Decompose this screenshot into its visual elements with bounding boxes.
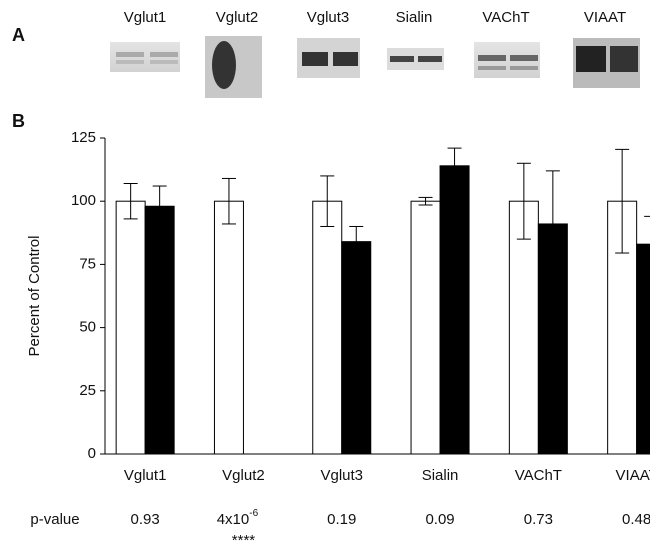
p-value: 4x10-6	[217, 508, 259, 528]
y-tick-label: 125	[71, 129, 96, 146]
bar	[145, 206, 174, 454]
p-value-text: 0.48	[622, 511, 650, 528]
y-tick-label: 25	[79, 382, 96, 399]
p-value: 0.19	[327, 511, 356, 528]
p-value-text: 0.09	[425, 511, 454, 528]
p-value-label: p-value	[30, 511, 79, 528]
p-value-text: 0.19	[327, 511, 356, 528]
p-value-text: 0.93	[131, 511, 160, 528]
x-tick-label: Vglut2	[222, 467, 265, 484]
significance-stars: ****	[232, 532, 256, 546]
blot-label: Vglut1	[124, 9, 167, 26]
bar	[342, 242, 371, 454]
x-tick-label: Vglut3	[320, 467, 363, 484]
blot-label: Vglut2	[216, 9, 259, 26]
panel-label: A	[12, 25, 25, 45]
y-tick-label: 0	[88, 445, 96, 462]
p-value: 0.73	[524, 511, 553, 528]
x-tick-label: Sialin	[422, 467, 459, 484]
x-tick-label: Vglut1	[124, 467, 167, 484]
blot-label: Vglut3	[307, 9, 350, 26]
y-axis-label: Percent of Control	[26, 236, 43, 357]
blot-label: VIAAT	[584, 9, 626, 26]
bar	[637, 244, 650, 454]
x-tick-label: VAChT	[515, 467, 562, 484]
bar	[411, 201, 440, 454]
blots	[110, 36, 640, 98]
y-tick-label: 75	[79, 255, 96, 272]
x-tick-label: VIAAT	[616, 467, 650, 484]
bar	[440, 166, 469, 454]
p-value: 0.93	[131, 511, 160, 528]
figure: A B Percent of Control p-value Vglut1 Vgl…	[0, 0, 650, 546]
p-value-exponent: -6	[249, 508, 258, 519]
page: A B Percent of Control p-value Vglut1 Vgl…	[0, 0, 650, 546]
y-tick-label: 100	[71, 192, 96, 209]
panel-label: B	[12, 111, 25, 131]
p-value-text: 0.73	[524, 511, 553, 528]
bar	[116, 201, 145, 454]
blot-label: VAChT	[482, 9, 529, 26]
p-value: 0.09	[425, 511, 454, 528]
blot-label: Sialin	[396, 9, 433, 26]
bar	[214, 201, 243, 454]
bar	[313, 201, 342, 454]
p-value: 0.48	[622, 511, 650, 528]
p-value-text: 4x10	[217, 511, 250, 528]
y-tick-label: 50	[79, 319, 96, 336]
